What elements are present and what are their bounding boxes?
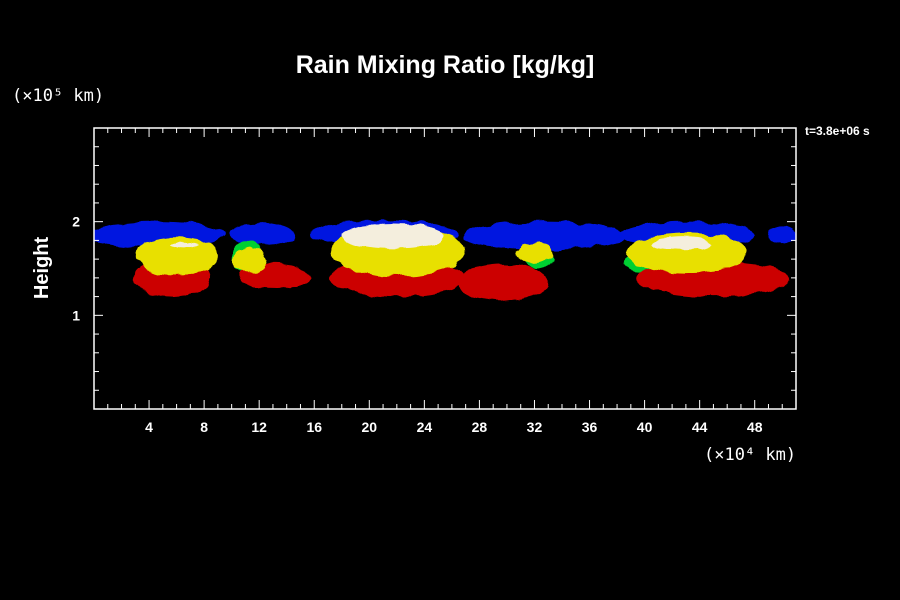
y-axis-unit: (×10⁵ km) [12,86,104,106]
low-region-6 [768,226,796,246]
x-tick-label: 40 [637,419,653,435]
data-field [94,219,796,301]
x-tick-label: 8 [200,419,208,435]
y-axis-label: Height [31,237,53,300]
x-tick-label: 24 [417,419,433,435]
time-label: t=3.8e+06 s [805,124,870,138]
x-tick-label: 44 [692,419,708,435]
plot-frame [93,127,797,410]
x-tick-label: 28 [472,419,488,435]
peak-region-1 [341,223,445,248]
y-tick-label: 1 [72,307,80,323]
x-tick-label: 16 [306,419,322,435]
x-tick-label: 32 [527,419,543,435]
mid-region-1 [135,236,218,276]
x-axis-unit: (×10⁴ km) [704,445,796,465]
mid-region-4 [516,242,553,264]
peak-region-2 [651,236,714,250]
x-tick-label: 4 [145,419,153,435]
x-tick-label: 48 [747,419,763,435]
low-region-4 [462,221,624,250]
y-tick-label: 2 [72,214,80,230]
chart-title: Rain Mixing Ratio [kg/kg] [296,51,595,79]
x-tick-label: 36 [582,419,598,435]
peak-region-3 [169,242,198,248]
x-tick-label: 12 [251,419,267,435]
mid-region-2 [231,247,268,273]
x-tick-label: 20 [362,419,378,435]
high-region-4 [458,263,549,301]
low-region-2 [228,222,294,247]
